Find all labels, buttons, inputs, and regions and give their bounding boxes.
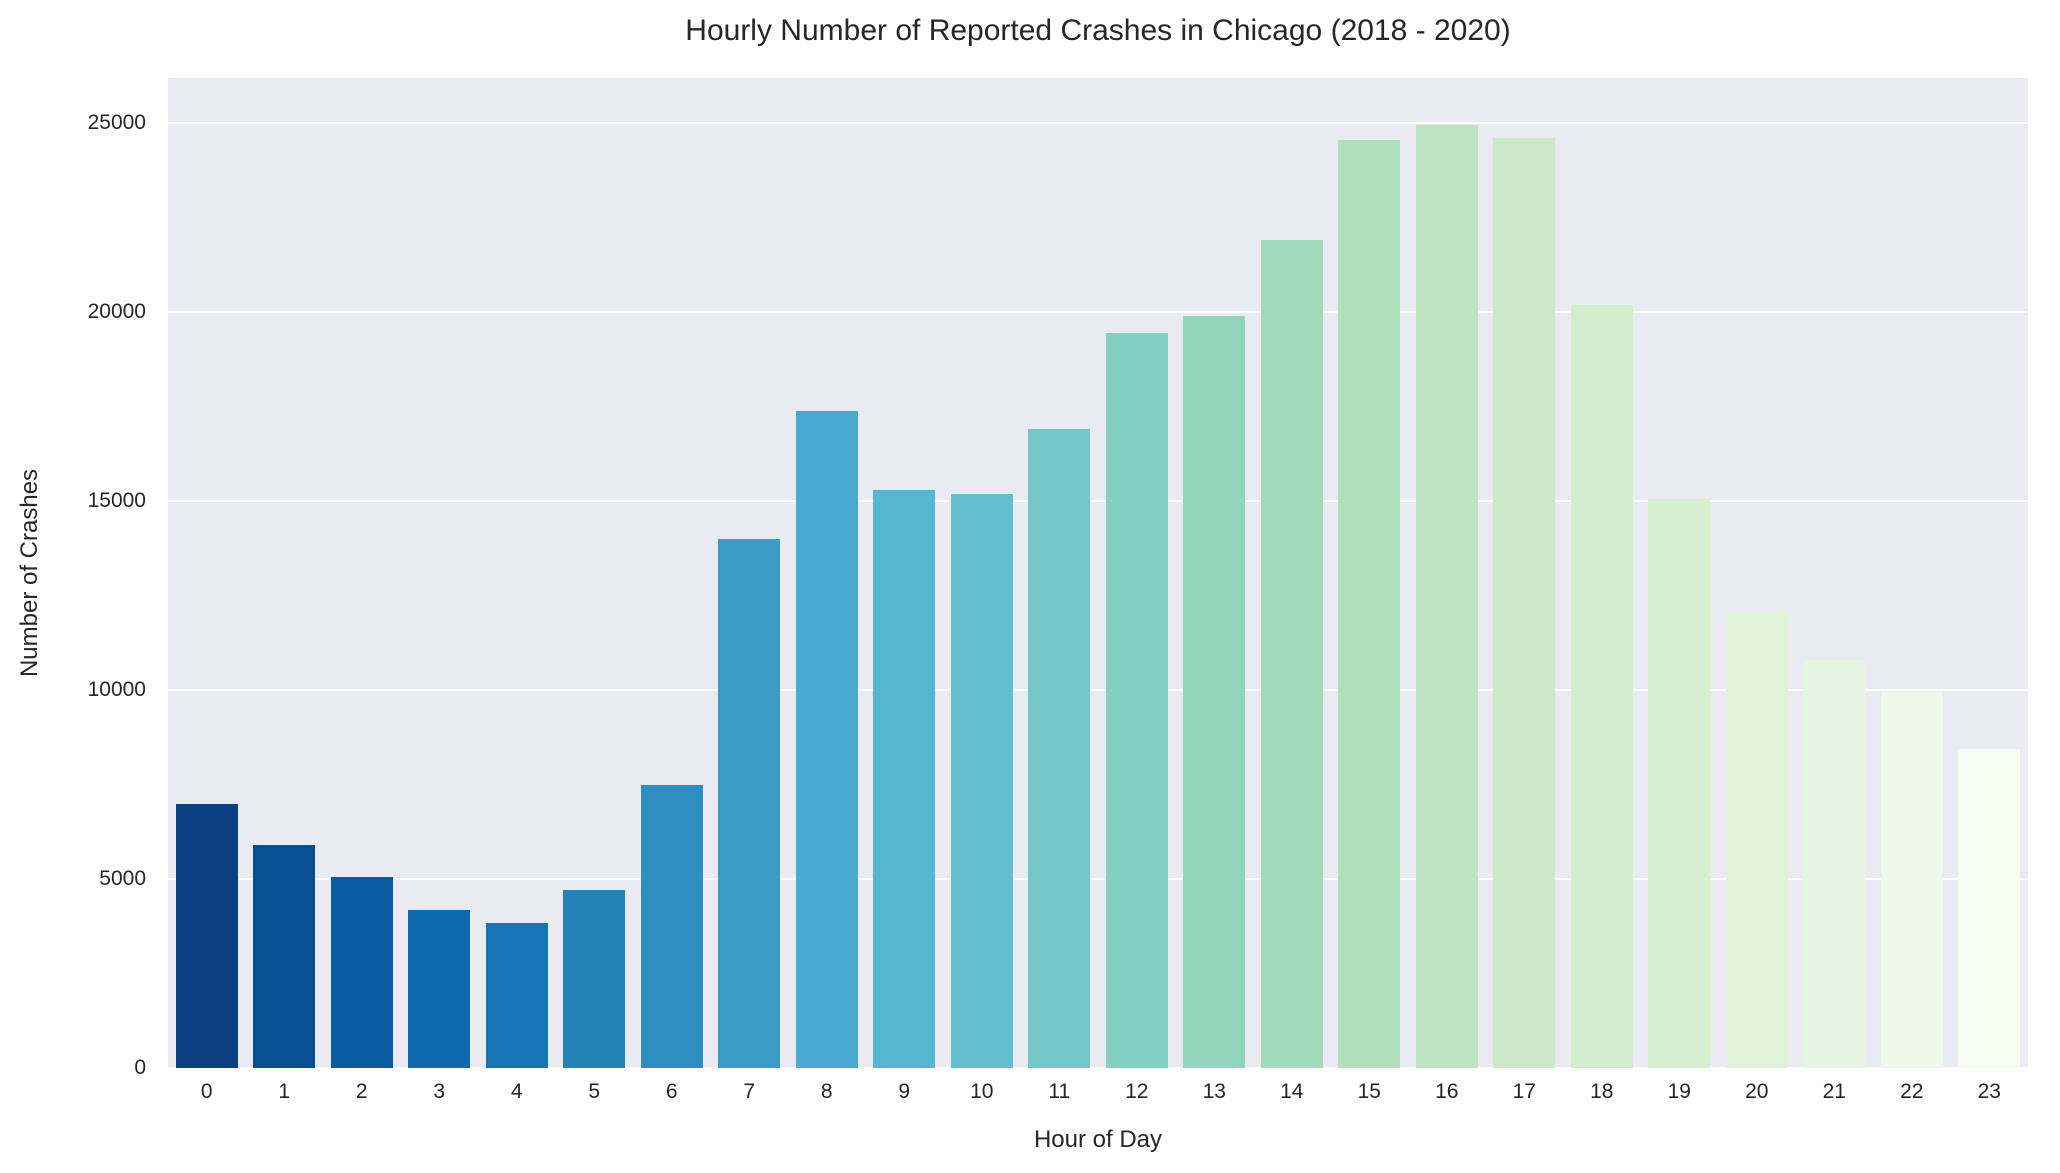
bar-slot (168, 78, 246, 1068)
x-tick-label: 10 (970, 1080, 994, 1103)
chart-title: Hourly Number of Reported Crashes in Chi… (685, 14, 1511, 47)
gridline (168, 689, 2028, 692)
bar-hour-15 (1338, 140, 1401, 1068)
bar-hour-12 (1105, 333, 1168, 1068)
x-tick-label: 3 (433, 1080, 446, 1103)
bar-slot (1873, 78, 1951, 1068)
x-tick-label: 16 (1435, 1080, 1459, 1103)
bar-hour-0 (175, 803, 238, 1068)
x-tick-label: 8 (820, 1080, 833, 1103)
x-tick-label: 2 (355, 1080, 368, 1103)
bar-hour-1 (253, 845, 316, 1068)
x-axis-label: Hour of Day (1033, 1126, 1163, 1153)
bar-slot (1796, 78, 1874, 1068)
x-tick-label: 23 (1977, 1080, 2001, 1103)
bar-slot (788, 78, 866, 1068)
bar-hour-14 (1260, 240, 1323, 1068)
bar-hour-11 (1028, 429, 1091, 1068)
bar-slot (1253, 78, 1331, 1068)
x-tick-label: 17 (1512, 1080, 1536, 1103)
bar-slot (1331, 78, 1409, 1068)
x-tick-label: 22 (1900, 1080, 1924, 1103)
bar-slot (866, 78, 944, 1068)
x-tick-label: 12 (1125, 1080, 1149, 1103)
x-tick-label: 9 (898, 1080, 911, 1103)
bar-series (168, 78, 2028, 1068)
bar-slot (1486, 78, 1564, 1068)
bar-hour-22 (1880, 692, 1943, 1068)
y-tick-label: 15000 (87, 489, 146, 513)
bar-hour-6 (640, 784, 703, 1068)
y-tick-label: 25000 (87, 111, 146, 135)
gridline (168, 500, 2028, 503)
x-tick-label: 1 (278, 1080, 291, 1103)
bar-slot (1951, 78, 2029, 1068)
y-axis-ticks: 0 5000 10000 15000 20000 25000 (0, 78, 158, 1079)
bar-hour-3 (408, 910, 471, 1068)
bar-hour-8 (795, 410, 858, 1068)
bar-hour-9 (873, 489, 936, 1068)
bar-hour-18 (1570, 304, 1633, 1068)
bar-slot (401, 78, 479, 1068)
x-tick-label: 20 (1745, 1080, 1769, 1103)
bar-hour-5 (563, 890, 626, 1068)
gridline (168, 1067, 2028, 1069)
bar-hour-2 (330, 877, 393, 1068)
x-tick-label: 5 (588, 1080, 601, 1103)
bar-slot (1641, 78, 1719, 1068)
x-tick-label: 15 (1357, 1080, 1381, 1103)
x-tick-label: 7 (743, 1080, 756, 1103)
bar-slot (478, 78, 556, 1068)
bar-slot (1098, 78, 1176, 1068)
bar-hour-20 (1725, 610, 1788, 1068)
plot-area (168, 78, 2028, 1069)
bar-hour-16 (1415, 125, 1478, 1068)
bar-slot (711, 78, 789, 1068)
gridline (168, 878, 2028, 881)
y-tick-label: 0 (134, 1056, 146, 1079)
bar-hour-4 (485, 922, 548, 1068)
bar-hour-23 (1958, 748, 2021, 1068)
y-tick-label: 10000 (87, 678, 146, 702)
x-tick-label: 19 (1667, 1080, 1691, 1103)
bar-slot (1718, 78, 1796, 1068)
x-axis-ticks: 0 1 2 3 4 5 6 7 8 9 10 11 12 13 14 15 16 17 18 19 20 21 22 23 (168, 1080, 2028, 1104)
bar-slot (246, 78, 324, 1068)
bar-slot (943, 78, 1021, 1068)
x-tick-label: 21 (1822, 1080, 1846, 1103)
bar-slot (1021, 78, 1099, 1068)
x-tick-label: 18 (1590, 1080, 1614, 1103)
x-tick-label: 13 (1202, 1080, 1226, 1103)
x-tick-label: 6 (665, 1080, 678, 1103)
y-tick-label: 5000 (99, 867, 146, 891)
bar-hour-13 (1183, 316, 1246, 1068)
bar-hour-7 (718, 539, 781, 1068)
bar-hour-21 (1803, 659, 1866, 1068)
x-tick-label: 14 (1280, 1080, 1304, 1103)
bar-slot (1563, 78, 1641, 1068)
bar-slot (323, 78, 401, 1068)
x-tick-label: 4 (510, 1080, 523, 1103)
bar-slot (556, 78, 634, 1068)
bar-slot (1176, 78, 1254, 1068)
y-tick-label: 20000 (87, 300, 146, 324)
bar-slot (1408, 78, 1486, 1068)
gridline (168, 311, 2028, 314)
x-tick-label: 11 (1048, 1080, 1071, 1103)
bar-slot (633, 78, 711, 1068)
bar-hour-17 (1493, 138, 1556, 1068)
bar-hour-19 (1648, 499, 1711, 1068)
bar-hour-10 (950, 493, 1013, 1068)
gridline (168, 122, 2028, 125)
x-tick-label: 0 (200, 1080, 213, 1103)
